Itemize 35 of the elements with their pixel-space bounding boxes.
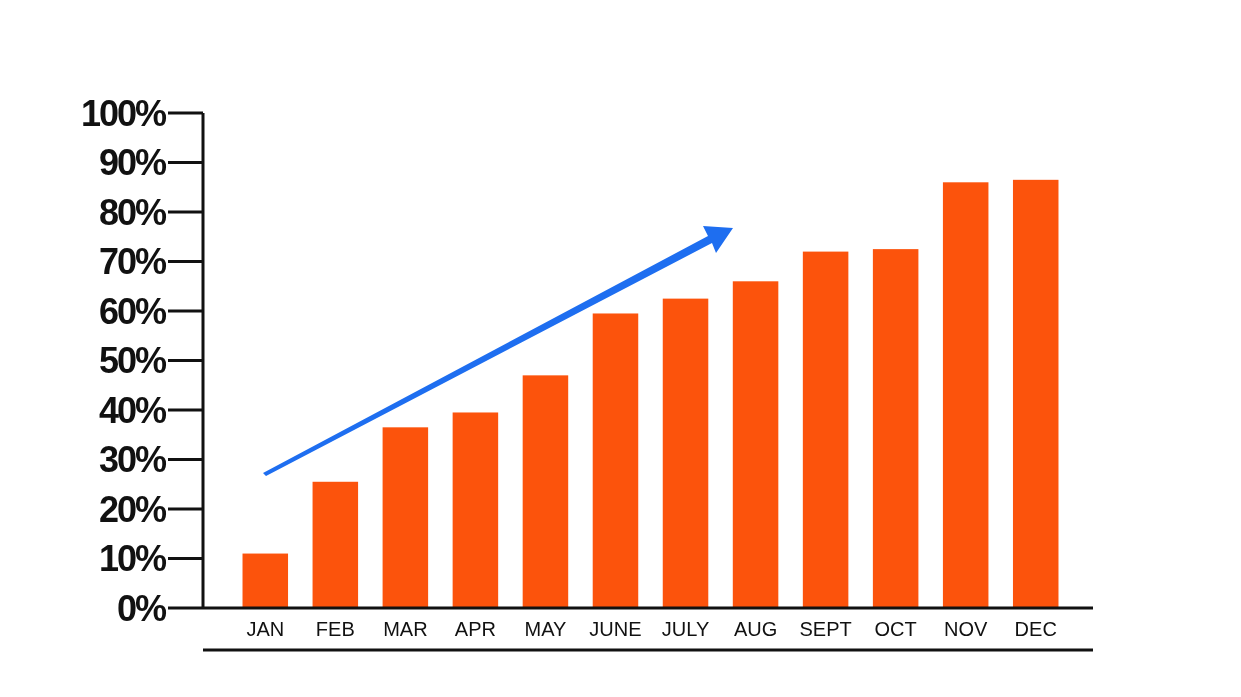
x-tick-label: OCT <box>874 618 917 640</box>
x-tick-label: JAN <box>246 618 285 640</box>
x-tick-label: FEB <box>315 618 355 640</box>
bar <box>592 313 639 608</box>
x-tick-label: NOV <box>944 618 989 640</box>
y-tick-label: 30% <box>98 439 167 481</box>
y-tick-label: 60% <box>98 290 167 332</box>
y-tick-label: 80% <box>98 191 167 233</box>
y-tick-label: 10% <box>98 538 167 580</box>
y-tick-label: 90% <box>98 142 167 184</box>
bar <box>942 182 989 608</box>
bar <box>662 298 709 608</box>
x-tick-label: JULY <box>661 618 710 640</box>
y-tick-label: 50% <box>98 340 167 382</box>
y-tick-label: 0% <box>116 587 167 629</box>
y-tick-label: 70% <box>98 241 167 283</box>
bar <box>452 412 499 608</box>
x-tick-label: AUG <box>733 618 778 640</box>
x-tick-label: APR <box>454 618 496 640</box>
y-tick-label: 20% <box>98 488 167 530</box>
bar <box>802 251 849 608</box>
x-tick-label: SEPT <box>799 618 852 640</box>
y-tick-label: 40% <box>98 389 167 431</box>
bar <box>242 553 289 608</box>
x-tick-label: MAY <box>524 618 567 640</box>
y-tick-label: 100% <box>80 92 167 134</box>
bar <box>732 281 779 608</box>
x-tick-label: JUNE <box>589 618 642 640</box>
x-tick-label: DEC <box>1014 618 1057 640</box>
x-tick-label: MAR <box>383 618 428 640</box>
bar <box>1012 179 1059 608</box>
bar <box>382 427 429 608</box>
bar <box>872 249 919 608</box>
bar <box>522 375 569 608</box>
bar <box>312 481 359 608</box>
